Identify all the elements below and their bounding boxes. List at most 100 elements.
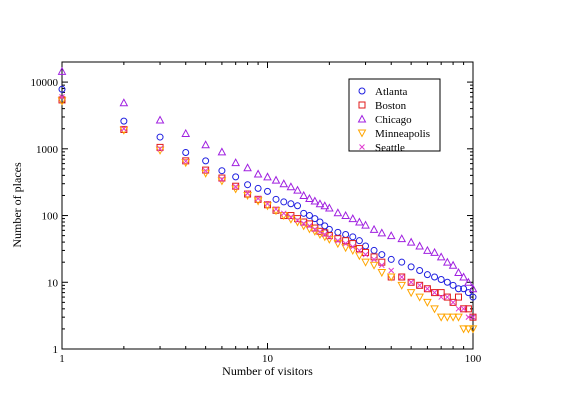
point-seattle <box>470 314 476 321</box>
point-boston <box>469 313 477 321</box>
point-chicago <box>155 115 165 124</box>
point-atlanta <box>254 184 262 192</box>
point-chicago <box>386 231 396 240</box>
point-chicago <box>406 237 416 246</box>
point-minneapolis <box>369 261 379 270</box>
point-chicago <box>286 182 296 191</box>
point-seattle <box>378 262 385 269</box>
point-minneapolis <box>406 289 416 298</box>
point-minneapolis <box>436 313 446 322</box>
point-atlanta <box>342 230 350 238</box>
point-atlanta <box>407 263 415 271</box>
point-minneapolis <box>448 313 458 322</box>
point-seattle <box>455 305 462 312</box>
point-seattle <box>244 190 251 197</box>
point-minneapolis <box>454 313 463 322</box>
legend: Atlanta Boston Chicago Minneapolis Seattle <box>348 78 441 154</box>
point-seattle <box>438 294 445 300</box>
point-boston <box>334 235 342 243</box>
point-atlanta <box>460 285 468 293</box>
point-chicago <box>299 190 309 199</box>
y-tick-label: 1000 <box>36 144 59 156</box>
point-atlanta <box>355 237 363 245</box>
point-boston <box>355 245 363 253</box>
point-atlanta <box>398 258 406 266</box>
point-seattle <box>444 294 451 300</box>
point-chicago <box>253 169 263 178</box>
point-boston <box>287 212 295 220</box>
x-axis-label: Number of visitors <box>222 364 313 378</box>
point-boston <box>349 240 357 248</box>
point-chicago <box>454 267 463 277</box>
point-boston <box>437 289 445 297</box>
point-atlanta <box>272 195 280 203</box>
point-seattle <box>202 167 209 174</box>
point-chicago <box>341 210 350 220</box>
point-seattle <box>460 305 467 312</box>
point-chicago <box>468 284 478 293</box>
x-tick-label: 1 <box>59 353 65 365</box>
point-seattle <box>362 251 369 258</box>
point-atlanta <box>244 181 252 189</box>
point-atlanta <box>370 246 378 254</box>
point-atlanta <box>202 157 210 165</box>
point-chicago <box>369 224 379 233</box>
legend-marker-seattle <box>359 144 365 150</box>
legend-label-seattle: Seattle <box>375 142 405 154</box>
point-seattle <box>371 256 377 263</box>
point-boston <box>416 281 424 289</box>
legend-box <box>348 78 441 152</box>
point-chicago <box>119 98 129 107</box>
point-seattle <box>219 176 225 183</box>
point-chicago <box>448 260 458 269</box>
point-chicago <box>355 217 364 226</box>
point-atlanta <box>431 273 439 281</box>
point-chicago <box>348 214 358 223</box>
y-tick-label: 1 <box>53 344 59 356</box>
point-minneapolis <box>279 212 289 221</box>
point-minneapolis <box>286 215 296 224</box>
point-minneapolis <box>442 313 452 322</box>
point-seattle <box>450 299 456 306</box>
point-atlanta <box>464 289 472 297</box>
point-minneapolis <box>423 298 432 307</box>
y-axis-label: Number of places <box>10 162 24 248</box>
point-seattle <box>59 94 65 100</box>
point-chicago <box>217 147 227 156</box>
point-chicago <box>442 257 452 266</box>
point-seattle <box>398 274 405 280</box>
legend-label-chicago: Chicago <box>375 114 412 126</box>
point-atlanta <box>300 209 308 217</box>
point-atlanta <box>182 149 190 157</box>
point-boston <box>443 293 451 301</box>
point-boston <box>454 293 462 301</box>
point-chicago <box>377 228 387 237</box>
point-boston <box>342 237 350 245</box>
point-seattle <box>335 237 341 244</box>
point-chicago <box>263 172 272 181</box>
point-boston <box>431 289 439 297</box>
point-minneapolis <box>231 185 241 194</box>
point-seattle <box>349 243 356 250</box>
point-seattle <box>356 247 363 254</box>
point-atlanta <box>58 85 66 93</box>
point-seattle <box>342 240 349 247</box>
legend-marker-minneapolis <box>357 129 367 138</box>
point-atlanta <box>120 117 128 125</box>
point-boston <box>449 298 457 306</box>
point-chicago <box>464 277 473 286</box>
point-seattle <box>182 158 189 165</box>
point-minneapolis <box>386 273 396 282</box>
point-seattle <box>157 145 163 152</box>
point-atlanta <box>349 233 357 241</box>
point-boston <box>423 285 431 293</box>
point-atlanta <box>387 255 395 263</box>
point-chicago <box>243 163 252 172</box>
point-chicago <box>333 208 343 217</box>
axis-ticks: 1 10 100 1 10 100 1000 10000 <box>31 62 482 365</box>
point-chicago <box>293 185 302 194</box>
point-chicago <box>436 252 446 261</box>
point-seattle <box>312 226 318 233</box>
point-atlanta <box>311 215 319 223</box>
point-seattle <box>431 289 438 296</box>
